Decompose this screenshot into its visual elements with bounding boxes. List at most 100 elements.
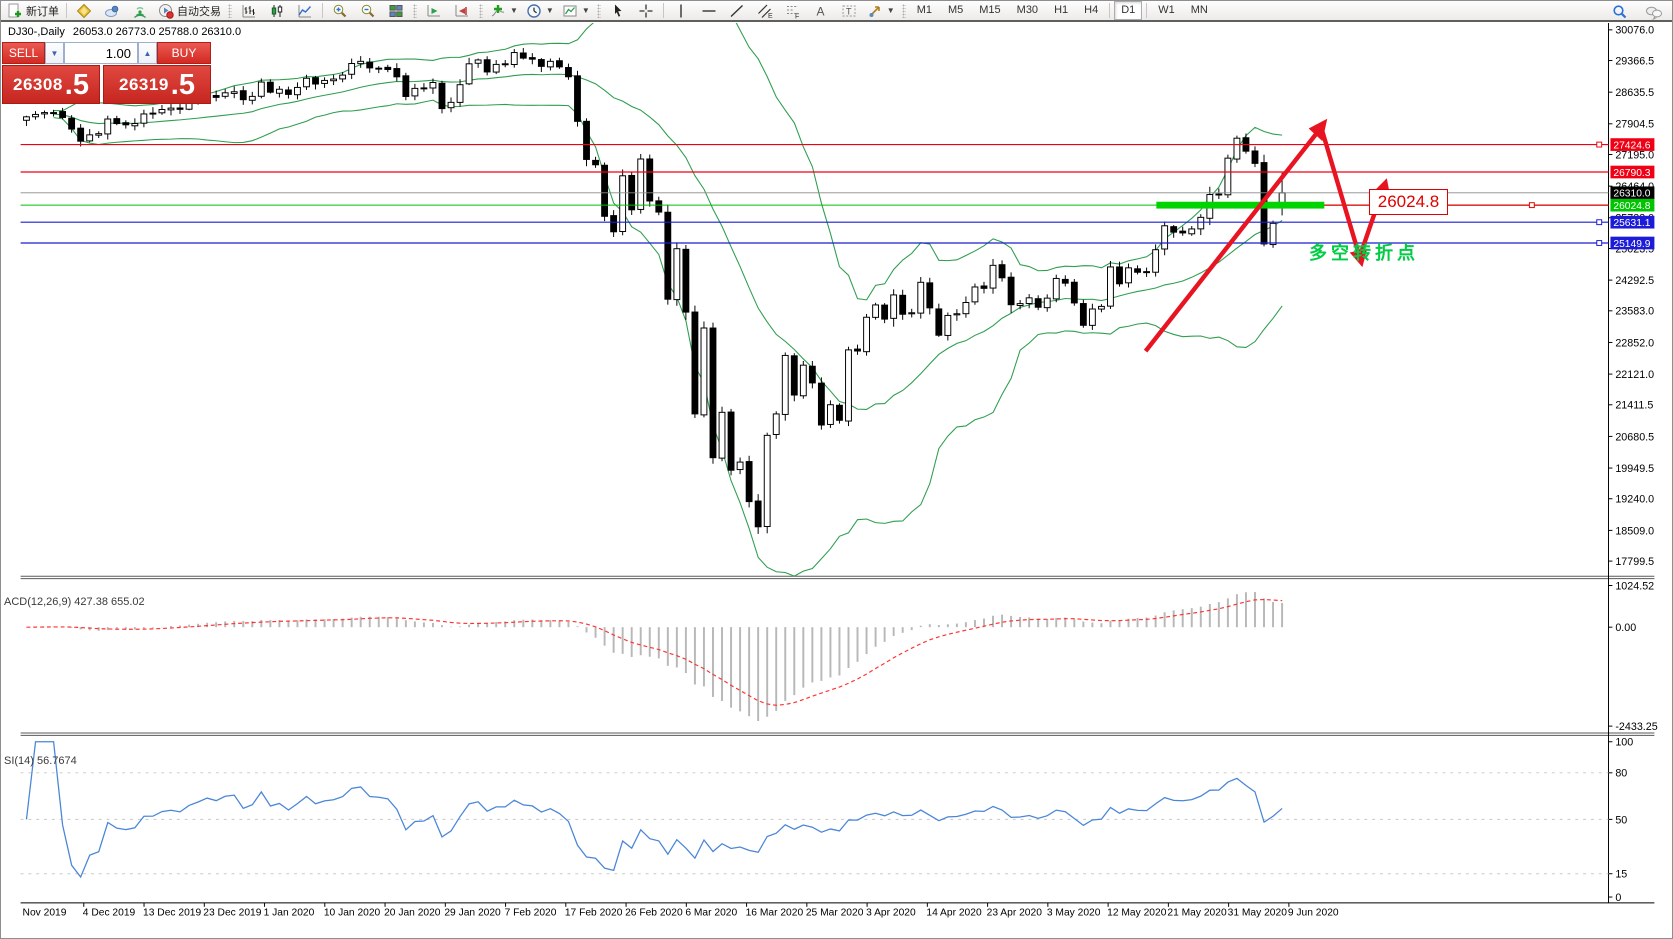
- candle: [899, 294, 907, 315]
- candle: [556, 60, 563, 68]
- volume-decrease-button[interactable]: ▼: [45, 42, 64, 64]
- zoom-in-button[interactable]: [326, 1, 354, 21]
- cursor-icon: [614, 4, 622, 17]
- mql5-community-button[interactable]: [98, 1, 126, 21]
- candle: [95, 133, 103, 136]
- timeframe-D1[interactable]: D1: [1114, 1, 1143, 20]
- date-tick-label: 13 Dec 2019: [143, 908, 201, 919]
- price-tag-label: 27424.6: [1613, 140, 1650, 151]
- trendline-icon: [730, 4, 743, 17]
- candle: [754, 500, 762, 528]
- candle: [1079, 303, 1087, 326]
- dropdown-caret-icon: ▼: [510, 6, 518, 15]
- trendline-button[interactable]: [723, 1, 751, 21]
- sell-quote-button[interactable]: 26308.5: [2, 65, 100, 104]
- turning-point-annotation[interactable]: 多空转折点: [1309, 243, 1419, 263]
- svg-text:E: E: [768, 13, 773, 19]
- candle: [68, 117, 76, 130]
- horizontal-line-button[interactable]: [695, 1, 723, 21]
- candle: [411, 87, 419, 97]
- candle: [646, 158, 654, 202]
- cursor-button[interactable]: [604, 1, 632, 21]
- candle: [935, 308, 943, 336]
- axis-tick-label: 20680.5: [1615, 431, 1654, 443]
- timeframe-M1[interactable]: M1: [916, 4, 932, 16]
- candle: [375, 67, 383, 70]
- dropdown-caret-icon: ▼: [545, 6, 554, 15]
- tile-windows-button[interactable]: [382, 1, 410, 21]
- vertical-line-icon: [680, 4, 682, 17]
- templates-button[interactable]: ▼: [558, 1, 594, 21]
- candle: [510, 52, 518, 65]
- price-callout-label[interactable]: 26024.8: [1369, 189, 1448, 215]
- candle: [50, 112, 57, 115]
- candle: [221, 92, 229, 97]
- crosshair-button[interactable]: [632, 1, 660, 21]
- candle: [845, 349, 852, 422]
- line-chart-button[interactable]: [291, 1, 319, 21]
- candle: [836, 404, 843, 421]
- volume-increase-button[interactable]: ▲: [138, 42, 157, 64]
- timeframe-H4[interactable]: H4: [1084, 4, 1099, 16]
- timeframe-M15[interactable]: M15: [979, 4, 1001, 16]
- zoom-out-button[interactable]: [354, 1, 382, 21]
- support-band[interactable]: [1156, 201, 1325, 209]
- timeframe-H1[interactable]: H1: [1054, 4, 1069, 16]
- fibonacci-button[interactable]: F: [779, 1, 807, 21]
- timeframe-W1[interactable]: W1: [1158, 4, 1175, 16]
- candle: [131, 123, 139, 127]
- chat-button[interactable]: [1640, 1, 1668, 22]
- date-tick-label: 23 Dec 2019: [203, 908, 261, 919]
- candle: [312, 77, 319, 85]
- arrows-button[interactable]: ▼: [863, 1, 899, 21]
- timeframe-M5[interactable]: M5: [947, 4, 964, 16]
- panel-frames: [20, 23, 1655, 919]
- axis-tick-label: 0: [1615, 892, 1621, 904]
- timeframe-MN[interactable]: MN: [1190, 4, 1208, 16]
- candle: [763, 434, 771, 528]
- text-icon: A: [816, 4, 824, 18]
- up-arrow-line[interactable]: [1143, 127, 1323, 353]
- chart-canvas[interactable]: 30076.029366.528635.527904.527195.026464…: [1, 23, 1673, 939]
- candle: [158, 109, 166, 114]
- horizontal-line-icon: [702, 9, 716, 12]
- search-button[interactable]: [1606, 1, 1634, 22]
- auto-scroll-button[interactable]: [420, 1, 448, 21]
- candle: [962, 302, 970, 315]
- axis-tick-label: 27904.5: [1615, 119, 1654, 131]
- autotrading-button[interactable]: 自动交易: [154, 1, 225, 21]
- candle: [727, 411, 735, 471]
- zoom-out-icon: [361, 4, 375, 17]
- candle: [1143, 271, 1151, 274]
- new-order-button[interactable]: 新订单: [3, 1, 63, 21]
- candle: [1070, 281, 1078, 304]
- periods-button[interactable]: ▼: [522, 1, 558, 21]
- chart-shift-button[interactable]: [448, 1, 476, 21]
- equidistant-channel-button[interactable]: E: [751, 1, 779, 21]
- date-tick-label: Nov 2019: [23, 908, 67, 919]
- candle: [248, 95, 256, 101]
- candle: [1224, 157, 1232, 196]
- vertical-line-button[interactable]: [667, 1, 695, 21]
- candle: [781, 354, 789, 415]
- text-button[interactable]: A: [807, 1, 835, 21]
- volume-input[interactable]: [64, 42, 138, 64]
- text-label-button[interactable]: T: [835, 1, 863, 21]
- candle: [167, 107, 175, 111]
- price-tag: [1610, 165, 1655, 179]
- timeframe-M30[interactable]: M30: [1016, 4, 1039, 16]
- down-arrow-line[interactable]: [1320, 130, 1362, 258]
- sell-button[interactable]: SELL: [2, 42, 45, 64]
- candle: [619, 175, 627, 232]
- buy-button[interactable]: BUY: [157, 42, 211, 64]
- bar-chart-button[interactable]: [235, 1, 263, 21]
- indicators-button[interactable]: ▼: [486, 1, 522, 21]
- signals-button[interactable]: [126, 1, 154, 21]
- candle: [23, 116, 30, 121]
- candle: [881, 304, 889, 320]
- date-tick-label: 14 Apr 2020: [926, 908, 982, 919]
- price-tag-label: 26310.0: [1613, 189, 1650, 200]
- buy-quote-button[interactable]: 26319.5: [103, 65, 211, 104]
- metaeditor-button[interactable]: [70, 1, 98, 21]
- candlestick-chart-button[interactable]: [263, 1, 291, 21]
